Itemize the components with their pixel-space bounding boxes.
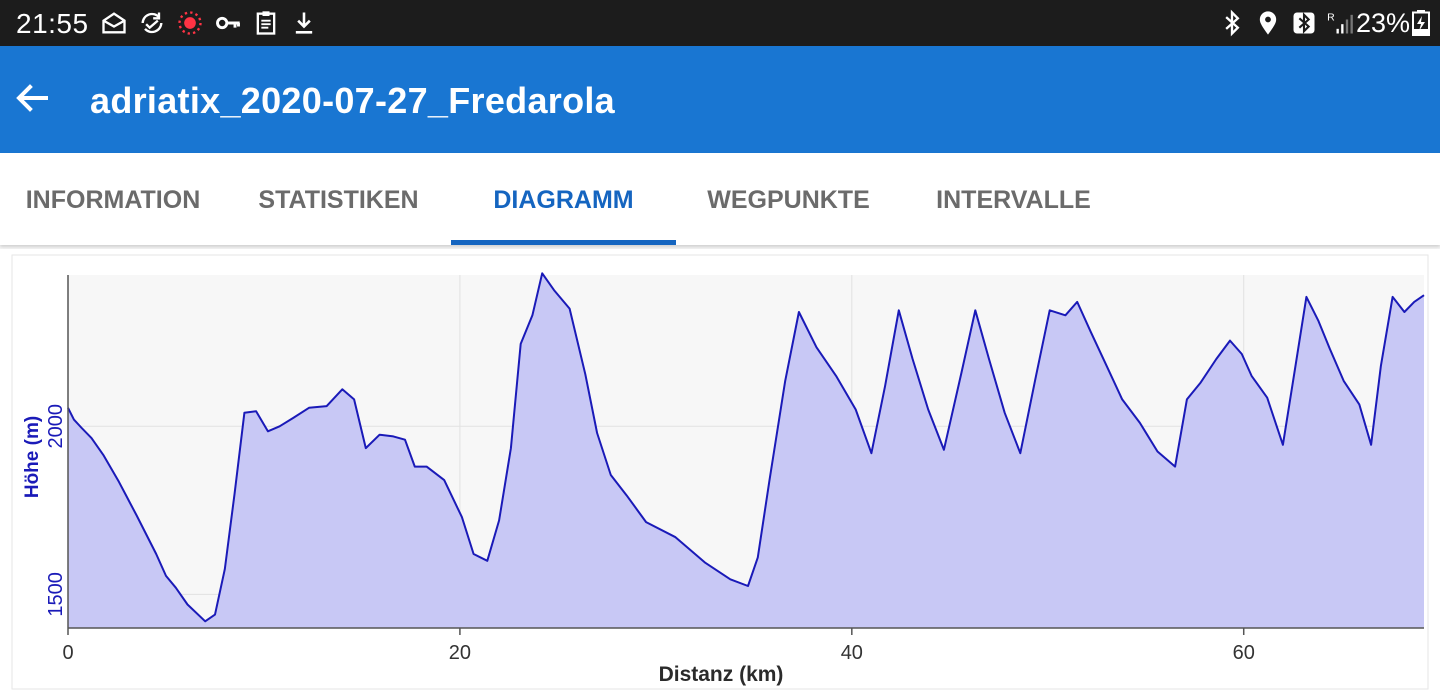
y-tick-label: 1500 [45, 572, 67, 617]
status-time: 21:55 [16, 8, 89, 39]
elevation-chart-svg[interactable]: 0 20 40 60 1500 2000 Distanz (km) Höhe (m) [0, 249, 1440, 696]
battery-percent: 23% [1355, 8, 1410, 38]
tab-intervalle[interactable]: INTERVALLE [936, 186, 1091, 214]
arrow-left-icon[interactable] [8, 74, 56, 122]
battery-charging-icon [1412, 10, 1430, 36]
clipboard-icon [256, 11, 276, 35]
system-icons: R [1218, 9, 1354, 37]
x-tick-label: 20 [449, 642, 471, 664]
page-title: adriatix_2020-07-27_Fredarola [90, 80, 616, 121]
bluetooth-icon [1225, 9, 1240, 37]
app-bar: adriatix_2020-07-27_Fredarola [0, 46, 1440, 153]
x-tick-label: 0 [62, 642, 73, 664]
tab-bar: INFORMATION STATISTIKEN DIAGRAMM WEGPUNK… [0, 153, 1440, 245]
location-icon [1259, 11, 1277, 35]
elevation-area [68, 273, 1424, 628]
x-tick-label: 40 [841, 642, 863, 664]
recording-icon [178, 11, 202, 35]
svg-text:R: R [1327, 12, 1335, 24]
tab-information[interactable]: INFORMATION [25, 186, 201, 214]
tab-diagramm[interactable]: DIAGRAMM [493, 186, 634, 214]
chart-axes [67, 275, 1424, 635]
sync-icon [141, 12, 163, 34]
mail-open-icon [102, 12, 126, 34]
bluetooth-box-icon [1293, 12, 1315, 34]
elevation-series-line [67, 272, 1425, 623]
tab-active-indicator [451, 240, 676, 245]
y-tick-label: 2000 [45, 404, 67, 449]
x-axis-label: Distanz (km) [659, 663, 784, 686]
tab-wegpunkte[interactable]: WEGPUNKTE [707, 186, 870, 214]
signal-icon: R [1327, 12, 1353, 34]
chart-tick-labels: 0 20 40 60 1500 2000 [45, 404, 1255, 664]
tab-statistiken[interactable]: STATISTIKEN [258, 186, 419, 214]
status-bar: 21:55 [0, 0, 1440, 46]
key-icon [216, 16, 240, 30]
y-axis-label: Höhe (m) [22, 416, 43, 498]
notification-icons [100, 9, 318, 37]
x-tick-label: 60 [1233, 642, 1255, 664]
elevation-chart[interactable]: 0 20 40 60 1500 2000 Distanz (km) Höhe (m) [0, 249, 1440, 696]
download-icon [295, 12, 313, 34]
